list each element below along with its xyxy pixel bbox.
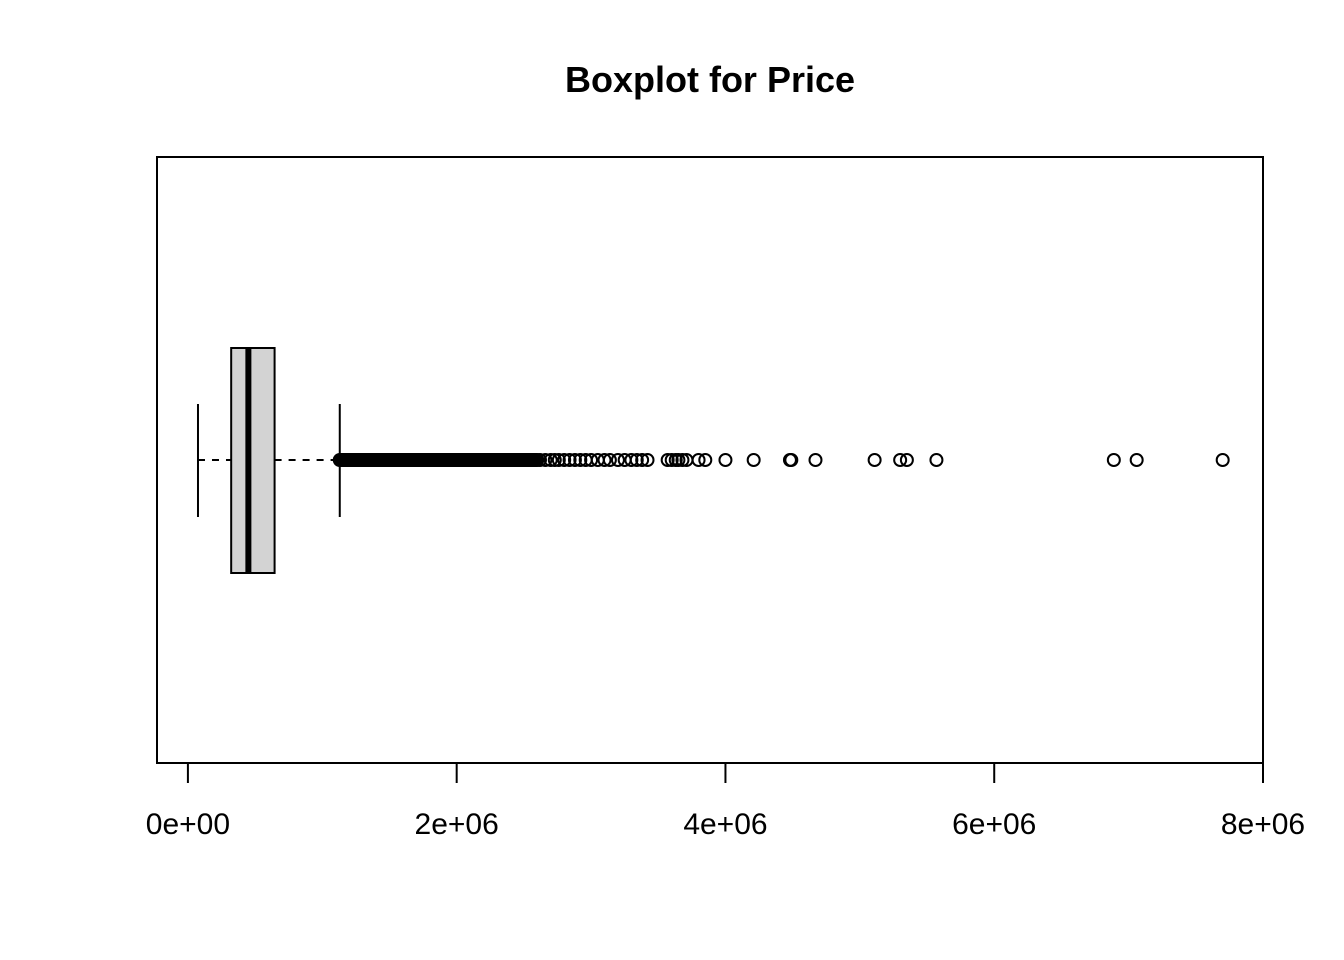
box-group bbox=[196, 347, 341, 574]
chart-title: Boxplot for Price bbox=[565, 59, 855, 100]
outlier-point bbox=[533, 453, 548, 467]
iqr-box bbox=[230, 347, 276, 574]
outlier-point bbox=[691, 453, 706, 467]
outlier-point bbox=[784, 453, 799, 467]
outlier-point bbox=[1106, 453, 1121, 467]
outlier-point bbox=[899, 453, 914, 467]
outlier-point bbox=[1215, 453, 1230, 467]
outlier-point bbox=[547, 453, 562, 467]
x-axis: 0e+00 2e+06 4e+06 6e+06 8e+06 bbox=[146, 762, 1305, 841]
outlier-point bbox=[557, 453, 572, 467]
outlier-point bbox=[610, 453, 625, 467]
outlier-point bbox=[538, 453, 553, 467]
outlier-point bbox=[893, 453, 908, 467]
outlier-point bbox=[624, 453, 639, 467]
outlier-points bbox=[332, 453, 1230, 467]
outlier-point bbox=[635, 453, 650, 467]
outlier-point bbox=[1129, 453, 1144, 467]
outlier-point bbox=[567, 453, 582, 467]
outlier-point bbox=[597, 453, 612, 467]
outlier-point bbox=[808, 453, 823, 467]
dense-outlier-band bbox=[332, 453, 545, 467]
outlier-point bbox=[640, 453, 655, 467]
outlier-point bbox=[629, 453, 644, 467]
x-tick-label: 0e+00 bbox=[146, 808, 230, 841]
outlier-point bbox=[584, 453, 599, 467]
outlier-point bbox=[929, 453, 944, 467]
outlier-point bbox=[602, 453, 617, 467]
outlier-point bbox=[746, 453, 761, 467]
x-tick-label: 6e+06 bbox=[952, 808, 1036, 841]
outlier-point bbox=[551, 453, 566, 467]
outlier-point bbox=[664, 453, 679, 467]
outlier-point bbox=[573, 453, 588, 467]
outlier-point bbox=[867, 453, 882, 467]
x-tick-label: 8e+06 bbox=[1221, 808, 1305, 841]
outlier-point bbox=[543, 453, 558, 467]
outlier-point bbox=[562, 453, 577, 467]
outlier-point bbox=[660, 453, 675, 467]
outlier-point bbox=[698, 453, 713, 467]
outlier-point bbox=[671, 453, 686, 467]
x-tick-label: 4e+06 bbox=[683, 808, 767, 841]
x-tick-label: 2e+06 bbox=[415, 808, 499, 841]
outlier-point bbox=[718, 453, 733, 467]
outlier-point bbox=[675, 453, 690, 467]
